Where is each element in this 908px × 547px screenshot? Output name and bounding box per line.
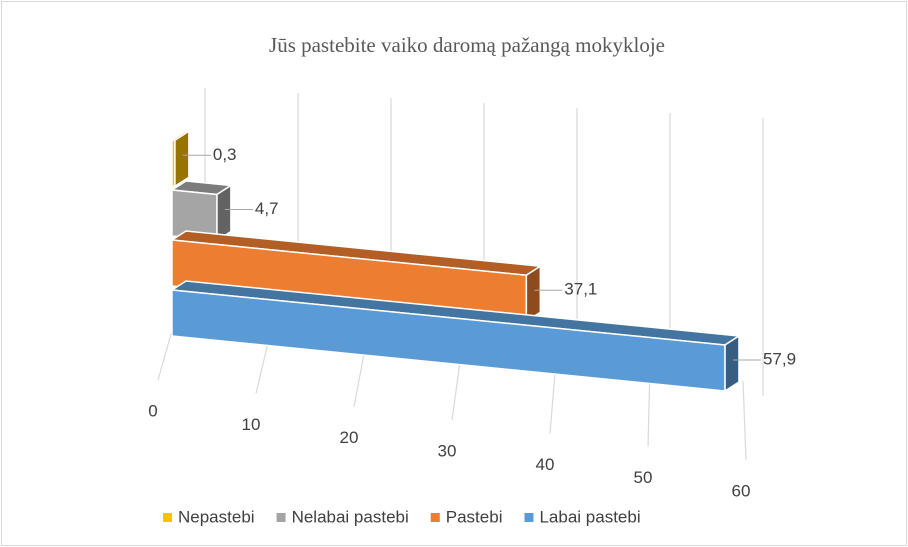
legend-swatch [430, 513, 440, 522]
x-tick-label: 30 [438, 441, 457, 460]
legend-swatch [524, 513, 534, 522]
legend-swatch [163, 513, 172, 522]
x-tick-label: 10 [242, 415, 261, 434]
data-label: 0,3 [213, 145, 237, 164]
x-tick-label: 40 [536, 455, 555, 474]
chart-title: Jūs pastebite vaiko daromą pažangą mokyk… [269, 33, 665, 57]
legend-label: Nelabai pastebi [292, 507, 409, 526]
data-label: 57,9 [763, 349, 796, 368]
x-tick-label: 0 [148, 401, 157, 420]
x-tick-label: 50 [634, 468, 653, 487]
legend-label: Pastebi [446, 507, 503, 526]
bar-side [174, 129, 190, 188]
bar-side [525, 264, 542, 323]
bar [171, 289, 726, 392]
legend-swatch [276, 513, 286, 522]
x-tick-label: 20 [340, 428, 359, 447]
legend-label: Labai pastebi [539, 507, 640, 526]
bar-side [216, 184, 232, 242]
floor-grid-line [742, 380, 747, 461]
legend-label: Nepastebi [178, 507, 255, 526]
bar-side [724, 334, 740, 393]
data-label: 37,1 [564, 280, 597, 299]
bar [171, 139, 176, 188]
data-label: 4,7 [255, 199, 279, 218]
x-tick-label: 60 [732, 481, 751, 500]
